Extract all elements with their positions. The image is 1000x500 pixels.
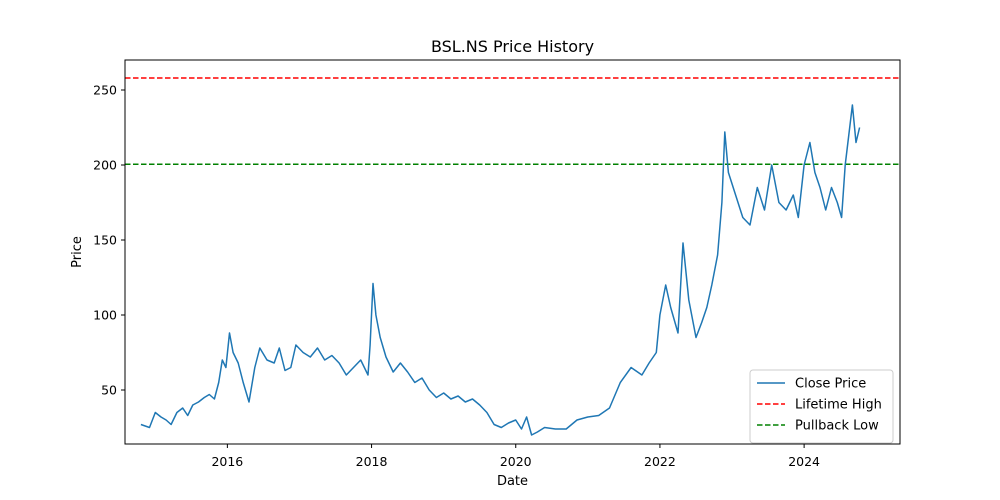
- y-axis-label: Price: [70, 236, 85, 268]
- plot-frame: [124, 59, 901, 445]
- y-axis-ticks: 50 100 150 200 250: [93, 83, 125, 398]
- y-tick-label: 250: [93, 83, 117, 98]
- close-price-line: [140, 104, 861, 436]
- x-tick-label: 2018: [356, 454, 388, 469]
- x-tick-label: 2016: [211, 454, 243, 469]
- y-tick-label: 50: [101, 383, 117, 398]
- y-tick-label: 150: [93, 233, 117, 248]
- legend-label-pullback-low: Pullback Low: [795, 419, 879, 434]
- x-axis-label: Date: [497, 474, 528, 489]
- legend: Close Price Lifetime High Pullback Low: [749, 369, 894, 444]
- plot-area: [124, 59, 901, 445]
- legend-box: [749, 369, 894, 444]
- x-tick-label: 2024: [788, 454, 820, 469]
- legend-label-lifetime-high: Lifetime High: [795, 398, 882, 413]
- y-tick-label: 100: [93, 308, 117, 323]
- legend-label-close-price: Close Price: [795, 377, 866, 392]
- chart-title: BSL.NS Price History: [431, 37, 594, 56]
- x-axis-ticks: 2016 2018 2020 2022 2024: [211, 444, 820, 469]
- y-tick-label: 200: [93, 158, 117, 173]
- x-tick-label: 2020: [500, 454, 532, 469]
- x-tick-label: 2022: [644, 454, 676, 469]
